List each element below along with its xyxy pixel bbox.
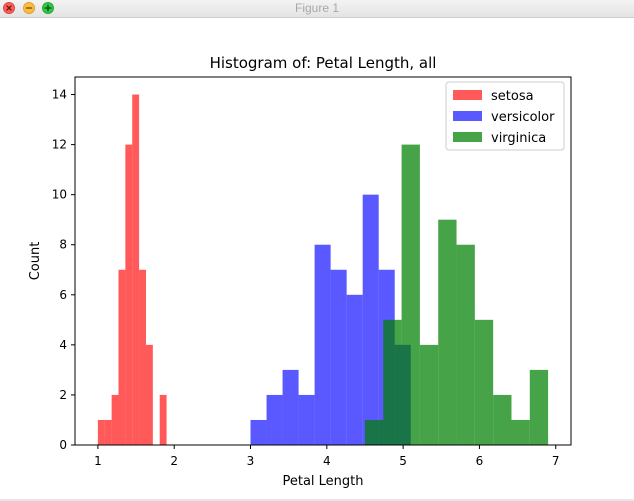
x-axis-ticks: 1 2 3 4 5 6 7	[94, 445, 560, 468]
y-axis-ticks: 0 2 4 6 8 10 12 14	[52, 88, 75, 452]
histogram-bar-virginica-2	[401, 144, 420, 445]
legend-label-versicolor: versicolor	[491, 110, 555, 125]
histogram-bar-virginica-6	[474, 319, 494, 445]
histogram-bar-virginica-0	[364, 419, 384, 445]
x-tick-label: 3	[247, 454, 255, 468]
histogram-bar-versicolor-3	[298, 394, 315, 445]
y-tick-label: 14	[52, 88, 67, 102]
legend-label-virginica: virginica	[491, 131, 546, 146]
window-titlebar: Figure 1	[0, 0, 634, 18]
legend-swatch-setosa	[453, 90, 482, 100]
y-tick-label: 8	[59, 238, 67, 252]
y-tick-label: 12	[52, 138, 67, 152]
histogram-bar-versicolor-6	[346, 294, 363, 445]
histogram-bar-setosa-0	[97, 419, 105, 445]
legend: setosa versicolor virginica	[445, 81, 565, 151]
window-title: Figure 1	[294, 1, 340, 15]
histogram-bar-versicolor-4	[314, 244, 331, 445]
x-tick-label: 4	[323, 454, 331, 468]
y-tick-label: 0	[59, 438, 67, 452]
histogram-bar-virginica-1	[383, 319, 402, 445]
histogram-bar-versicolor-0	[250, 419, 267, 445]
chart-title: Histogram of: Petal Length, all	[210, 54, 437, 72]
histogram-bar-virginica-5	[456, 244, 475, 445]
x-tick-label: 1	[94, 454, 102, 468]
histogram-bar-setosa-4	[125, 144, 133, 445]
maximize-icon	[44, 4, 52, 12]
histogram-bar-versicolor-5	[330, 269, 347, 445]
histogram-bar-versicolor-1	[266, 394, 283, 445]
y-tick-label: 4	[59, 338, 67, 352]
minimize-window-button[interactable]	[23, 2, 35, 14]
x-tick-label: 2	[170, 454, 178, 468]
histogram-bars	[97, 94, 549, 446]
histogram-bar-setosa-7	[145, 344, 153, 445]
histogram-bar-setosa-5	[132, 94, 140, 446]
histogram-bar-virginica-8	[511, 419, 530, 445]
x-axis-label: Petal Length	[282, 474, 363, 489]
histogram-bar-virginica-7	[493, 394, 512, 445]
histogram-bar-versicolor-7	[362, 194, 379, 445]
maximize-window-button[interactable]	[42, 2, 54, 14]
x-tick-label: 6	[476, 454, 484, 468]
x-tick-label: 5	[399, 454, 407, 468]
y-tick-label: 2	[59, 388, 67, 402]
histogram-bar-virginica-4	[438, 219, 457, 445]
x-tick-label: 7	[552, 454, 560, 468]
legend-swatch-versicolor	[453, 111, 482, 121]
legend-swatch-virginica	[453, 132, 482, 142]
axes-frame	[74, 76, 572, 446]
y-axis-label: Count	[28, 242, 43, 281]
histogram-bar-virginica-3	[419, 344, 439, 445]
close-icon	[6, 5, 12, 11]
histogram-bar-versicolor-2	[282, 369, 299, 445]
window-bottom-edge	[0, 499, 634, 501]
histogram-bar-setosa-2	[111, 394, 119, 445]
y-tick-label: 6	[59, 288, 67, 302]
histogram-bar-setosa-1	[104, 419, 112, 445]
histogram-bar-setosa-3	[118, 269, 126, 445]
histogram-bar-virginica-9	[529, 369, 549, 445]
histogram-bar-setosa-6	[139, 269, 146, 445]
close-window-button[interactable]	[3, 2, 15, 14]
minimize-icon	[25, 7, 33, 9]
histogram-bar-setosa-9	[159, 394, 167, 445]
y-tick-label: 10	[52, 188, 67, 202]
legend-label-setosa: setosa	[491, 89, 534, 104]
